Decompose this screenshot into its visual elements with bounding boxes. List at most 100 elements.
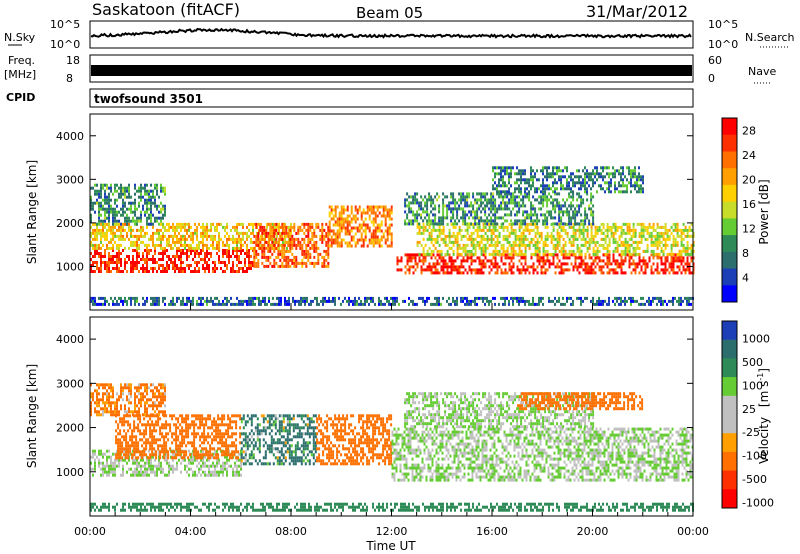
- heatmap-cell: [265, 246, 268, 250]
- heatmap-cell: [616, 169, 618, 173]
- heatmap-cell: [660, 268, 663, 272]
- heatmap-cell: [584, 222, 587, 226]
- heatmap-cell: [520, 225, 523, 229]
- heatmap-cell: [330, 244, 333, 248]
- heatmap-cell: [360, 238, 363, 242]
- heatmap-cell: [90, 186, 92, 190]
- heatmap-cell: [291, 225, 294, 229]
- heatmap-cell: [228, 252, 230, 255]
- heatmap-cell: [552, 216, 555, 220]
- heatmap-cell: [218, 237, 220, 241]
- heatmap-cell: [604, 190, 606, 194]
- heatmap-cell: [106, 455, 108, 459]
- heatmap-cell: [160, 240, 162, 244]
- heatmap-cell: [98, 252, 100, 255]
- heatmap-cell: [218, 258, 220, 261]
- heatmap-cell: [134, 470, 136, 474]
- heatmap-cell: [168, 240, 170, 244]
- heatmap-cell: [92, 473, 94, 477]
- heatmap-cell: [128, 186, 130, 190]
- heatmap-cell: [315, 240, 318, 244]
- heatmap-cell: [626, 240, 629, 244]
- heatmap-cell: [468, 302, 470, 306]
- heatmap-cell: [324, 299, 326, 303]
- heatmap-cell: [346, 226, 349, 230]
- heatmap-cell: [584, 228, 587, 232]
- heatmap-cell: [408, 302, 410, 306]
- heatmap-cell: [576, 256, 579, 260]
- heatmap-cell: [674, 296, 676, 300]
- heatmap-cell: [460, 198, 463, 202]
- heatmap-cell: [434, 213, 437, 217]
- power-y-axis-label: Slant Range [km]: [25, 160, 39, 264]
- heatmap-cell: [142, 302, 144, 306]
- heatmap-cell: [422, 299, 424, 303]
- heatmap-cell: [516, 296, 518, 300]
- heatmap-cell: [259, 228, 262, 232]
- heatmap-cell: [462, 216, 465, 220]
- heatmap-cell: [476, 256, 479, 260]
- heatmap-cell: [608, 302, 610, 306]
- heatmap-cell: [344, 241, 347, 245]
- heatmap-cell: [622, 184, 624, 188]
- heatmap-cell: [98, 270, 100, 273]
- heatmap-cell: [584, 268, 587, 272]
- heatmap-cell: [440, 222, 443, 226]
- heatmap-cell: [486, 198, 489, 202]
- heatmap-cell: [520, 296, 522, 300]
- heatmap-cell: [546, 204, 549, 208]
- heatmap-cell: [448, 207, 451, 211]
- heatmap-cell: [338, 226, 341, 230]
- heatmap-cell: [632, 262, 635, 266]
- heatmap-cell: [634, 268, 637, 272]
- heatmap-cell: [616, 299, 618, 303]
- heatmap-cell: [100, 270, 102, 273]
- heatmap-cell: [634, 175, 636, 179]
- heatmap-cell: [550, 231, 553, 235]
- heatmap-cell: [315, 249, 318, 253]
- heatmap-cell: [592, 246, 595, 250]
- heatmap-cell: [212, 270, 214, 273]
- heatmap-cell: [122, 198, 124, 202]
- heatmap-cell: [444, 243, 447, 247]
- heatmap-cell: [370, 208, 373, 212]
- heatmap-cell: [206, 267, 208, 270]
- heatmap-cell: [122, 470, 124, 474]
- heatmap-cell: [376, 241, 379, 245]
- heatmap-cell: [424, 299, 426, 303]
- heatmap-cell: [680, 256, 683, 260]
- heatmap-cell: [350, 208, 353, 212]
- heatmap-cell: [606, 262, 609, 266]
- heatmap-cell: [190, 270, 192, 273]
- heatmap-cell: [140, 198, 142, 202]
- heatmap-cell: [200, 249, 202, 252]
- heatmap-cell: [534, 172, 536, 176]
- heatmap-cell: [148, 258, 150, 261]
- heatmap-cell: [132, 470, 134, 474]
- heatmap-cell: [194, 246, 196, 250]
- heatmap-cell: [478, 256, 481, 260]
- heatmap-cell: [438, 249, 441, 253]
- heatmap-cell: [138, 216, 140, 220]
- heatmap-cell: [628, 243, 631, 247]
- heatmap-cell: [176, 296, 178, 300]
- heatmap-cell: [538, 234, 541, 238]
- heatmap-cell: [198, 302, 200, 306]
- heatmap-cell: [606, 222, 609, 226]
- heatmap-cell: [520, 172, 522, 176]
- heatmap-cell: [516, 222, 519, 226]
- heatmap-cell: [112, 225, 114, 229]
- heatmap-cell: [340, 241, 343, 245]
- heatmap-cell: [124, 186, 126, 190]
- heatmap-cell: [570, 178, 572, 182]
- heatmap-cell: [568, 256, 571, 260]
- heatmap-cell: [474, 296, 476, 300]
- heatmap-cell: [306, 296, 308, 300]
- heatmap-cell: [134, 467, 136, 471]
- heatmap-cell: [552, 169, 554, 173]
- heatmap-cell: [190, 234, 192, 238]
- heatmap-cell: [468, 192, 471, 196]
- heatmap-cell: [574, 259, 577, 263]
- heatmap-cell: [462, 192, 465, 196]
- heatmap-cell: [642, 187, 644, 191]
